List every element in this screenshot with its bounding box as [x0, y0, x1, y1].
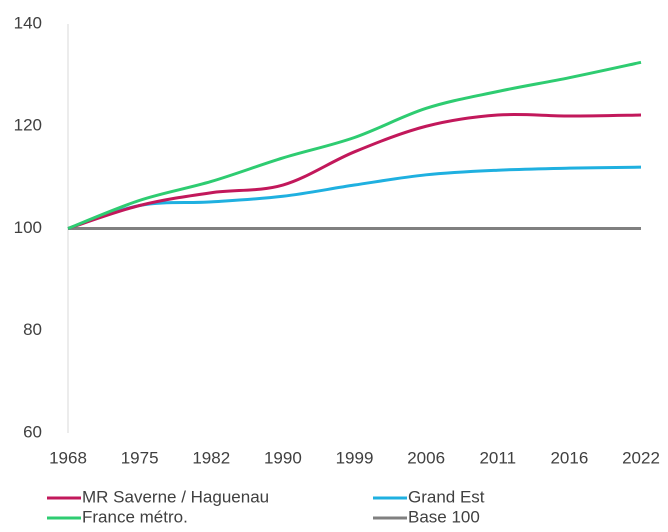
- y-tick-label: 80: [23, 320, 42, 339]
- x-tick-label: 1999: [336, 448, 374, 467]
- x-tick-label: 1968: [49, 448, 87, 467]
- y-tick-label: 120: [14, 116, 42, 135]
- x-tick-label: 1982: [192, 448, 230, 467]
- legend-label: MR Saverne / Haguenau: [82, 487, 269, 506]
- x-tick-label: 2006: [407, 448, 445, 467]
- series-line: [67, 60, 642, 230]
- x-tick-label: 1990: [264, 448, 302, 467]
- series-line: [67, 165, 642, 230]
- x-tick-label: 2022: [622, 448, 660, 467]
- legend-label: Base 100: [408, 507, 480, 526]
- y-tick-label: 140: [14, 13, 42, 32]
- legend-label: Grand Est: [408, 487, 485, 506]
- x-tick-label: 2011: [479, 448, 516, 467]
- y-tick-label: 60: [23, 422, 42, 441]
- x-tick-label: 2016: [550, 448, 588, 467]
- y-tick-label: 100: [14, 218, 42, 237]
- series-line: [67, 112, 642, 230]
- x-tick-label: 1975: [121, 448, 159, 467]
- legend-label: France métro.: [82, 507, 188, 526]
